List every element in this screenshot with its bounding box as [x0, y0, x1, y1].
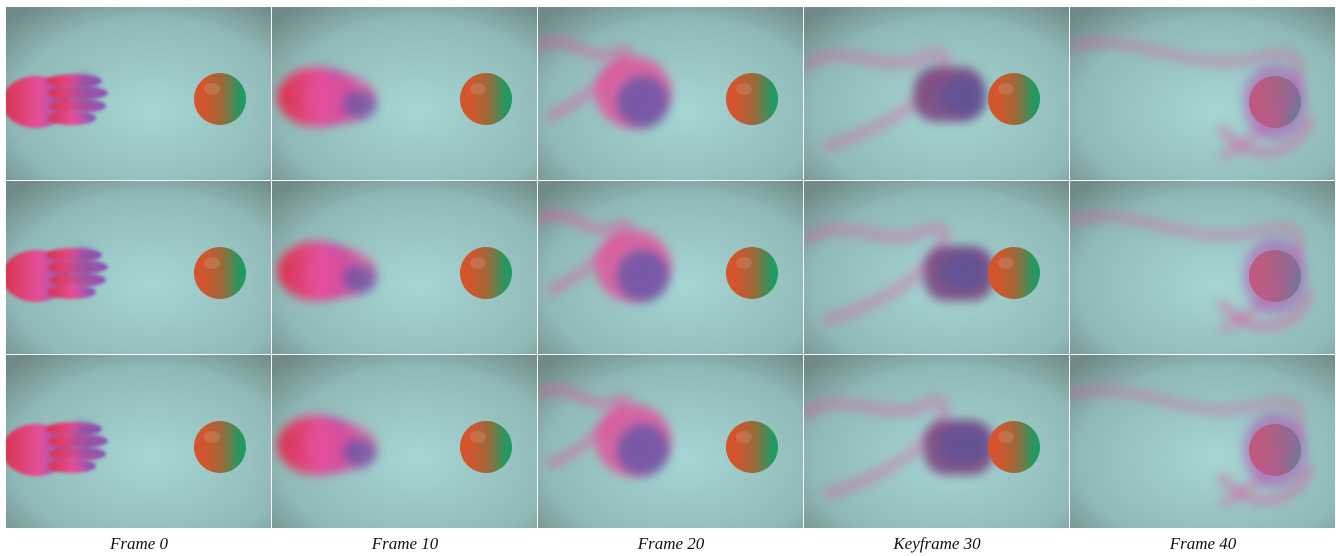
caption-frame-20: Frame 20 [637, 534, 705, 553]
caption-row: Frame 0 Frame 10 Frame 20 Keyframe 30 Fr… [6, 534, 1336, 554]
caption-frame-0: Frame 0 [109, 534, 169, 553]
caption-keyframe-30: Keyframe 30 [893, 534, 981, 553]
frame-image [272, 355, 537, 528]
caption-frame-10: Frame 10 [371, 534, 439, 553]
frame-image [538, 355, 803, 528]
frame-image [6, 181, 271, 354]
frame-image [1070, 181, 1335, 354]
frame-image [1070, 7, 1335, 180]
frame-image [272, 7, 537, 180]
frame-image [6, 7, 271, 180]
caption-frame-40: Frame 40 [1169, 534, 1237, 553]
frame-image [538, 7, 803, 180]
frame-image [804, 181, 1069, 354]
frame-image [1070, 355, 1335, 528]
frame-image [538, 181, 803, 354]
frame-grid [6, 7, 1336, 530]
frame-image [272, 181, 537, 354]
frame-image [6, 355, 271, 528]
frame-image [804, 355, 1069, 528]
frame-image [804, 7, 1069, 180]
